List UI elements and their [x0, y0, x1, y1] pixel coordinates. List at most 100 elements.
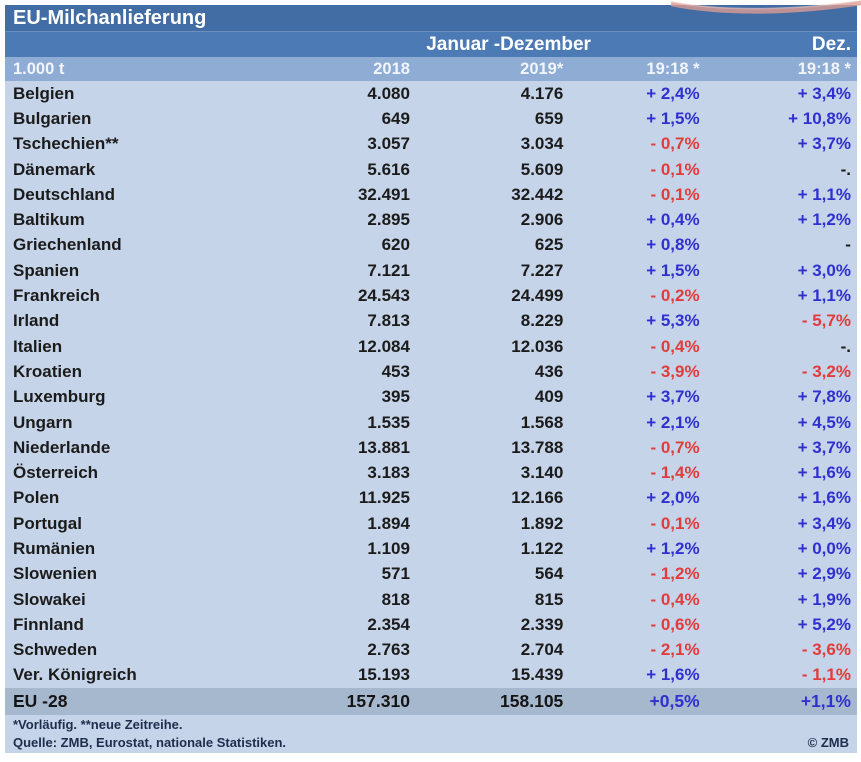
pct-dez-cell: - 1,1%: [801, 665, 851, 685]
pct-dez-cell: + 3,7%: [797, 134, 851, 154]
country-cell: Niederlande: [13, 437, 111, 457]
country-cell: Bulgarien: [13, 108, 92, 128]
table-title: EU-Milchanlieferung: [5, 5, 857, 32]
pct-dez-cell: + 1,2%: [797, 210, 851, 230]
country-cell: Österreich: [13, 463, 99, 483]
value-2018-cell: 24.543: [357, 286, 410, 306]
country-cell: Slowenien: [13, 564, 98, 584]
value-2018-cell: 3.183: [367, 463, 410, 483]
pct-jan-dez-cell: + 3,7%: [646, 387, 700, 407]
column-ratio-dez: 19:18 *: [797, 59, 851, 78]
total-2019-cell: 158.105: [500, 691, 564, 712]
table-row: Luxemburg 395 409 + 3,7% + 7,8%: [5, 384, 857, 410]
value-2018-cell: 7.121: [367, 260, 410, 280]
pct-dez-cell: + 4,5%: [797, 412, 851, 432]
table-row: Slowenien 571 564 - 1,2% + 2,9%: [5, 561, 857, 587]
pct-jan-dez-cell: + 2,0%: [646, 488, 700, 508]
dez-label: Dez.: [811, 33, 851, 55]
pct-jan-dez-cell: + 1,6%: [646, 665, 700, 685]
value-2019-cell: 625: [534, 235, 564, 255]
table-row: Niederlande 13.881 13.788 - 0,7% + 3,7%: [5, 435, 857, 461]
value-2019-cell: 564: [534, 564, 564, 584]
value-2018-cell: 2.895: [367, 210, 410, 230]
table-row: Italien 12.084 12.036 - 0,4% -.: [5, 333, 857, 360]
country-cell: Rumänien: [13, 538, 96, 558]
pct-jan-dez-cell: - 0,2%: [650, 286, 700, 306]
value-2018-cell: 1.109: [367, 538, 410, 558]
value-2019-cell: 12.036: [511, 336, 564, 356]
value-2019-cell: 409: [534, 387, 564, 407]
value-2019-cell: 2.704: [520, 640, 564, 660]
pct-dez-cell: + 7,8%: [797, 387, 851, 407]
value-2019-cell: 1.892: [520, 513, 564, 533]
pct-jan-dez-cell: + 2,1%: [646, 412, 700, 432]
table-row: Frankreich 24.543 24.499 - 0,2% + 1,1%: [5, 283, 857, 309]
table-row: Finnland 2.354 2.339 - 0,6% + 5,2%: [5, 612, 857, 638]
value-2018-cell: 2.354: [367, 614, 410, 634]
pct-jan-dez-cell: - 0,1%: [650, 513, 700, 533]
table-body: Belgien 4.080 4.176 + 2,4% + 3,4% Bulgar…: [5, 81, 857, 689]
value-2018-cell: 12.084: [357, 336, 410, 356]
pct-dez-cell: + 5,2%: [797, 614, 851, 634]
value-2018-cell: 395: [381, 387, 410, 407]
pct-dez-cell: - 3,6%: [801, 640, 851, 660]
country-cell: Belgien: [13, 83, 75, 103]
value-2018-cell: 620: [381, 235, 410, 255]
table-row: Belgien 4.080 4.176 + 2,4% + 3,4%: [5, 81, 857, 107]
total-pct-jan-dez-cell: +0,5%: [649, 691, 700, 712]
total-pct-dez-cell: +1,1%: [800, 691, 851, 712]
total-2018-cell: 157.310: [346, 691, 410, 712]
pct-dez-cell: + 3,7%: [797, 437, 851, 457]
country-cell: Portugal: [13, 513, 82, 533]
table-row: Ver. Königreich 15.193 15.439 + 1,6% - 1…: [5, 662, 857, 689]
table-row: Baltikum 2.895 2.906 + 0,4% + 1,2%: [5, 207, 857, 233]
table-row: Deutschland 32.491 32.442 - 0,1% + 1,1%: [5, 182, 857, 208]
pct-jan-dez-cell: + 1,2%: [646, 538, 700, 558]
pct-jan-dez-cell: - 0,1%: [650, 184, 700, 204]
pct-dez-cell: -: [845, 235, 851, 255]
country-cell: Deutschland: [13, 184, 116, 204]
country-cell: Finnland: [13, 614, 84, 634]
pct-dez-cell: + 10,8%: [788, 108, 851, 128]
value-2019-cell: 5.609: [520, 159, 564, 179]
value-2019-cell: 3.140: [520, 463, 564, 483]
table-row: Österreich 3.183 3.140 - 1,4% + 1,6%: [5, 460, 857, 486]
value-2018-cell: 32.491: [357, 184, 410, 204]
value-2019-cell: 24.499: [511, 286, 564, 306]
total-label-cell: EU -28: [13, 691, 68, 712]
pct-dez-cell: + 1,1%: [797, 184, 851, 204]
country-cell: Irland: [13, 311, 60, 331]
value-2019-cell: 7.227: [520, 260, 564, 280]
value-2018-cell: 453: [381, 361, 410, 381]
pct-dez-cell: + 1,6%: [797, 488, 851, 508]
value-2018-cell: 818: [381, 589, 410, 609]
period-label: Januar -Dezember: [426, 33, 591, 55]
country-cell: Polen: [13, 488, 60, 508]
table-row: Griechenland 620 625 + 0,8% -: [5, 232, 857, 259]
pct-jan-dez-cell: - 0,6%: [650, 614, 700, 634]
pct-jan-dez-cell: - 0,4%: [650, 589, 700, 609]
value-2018-cell: 571: [381, 564, 410, 584]
copyright-note: © ZMB: [807, 735, 849, 751]
table-row: Dänemark 5.616 5.609 - 0,1% -.: [5, 156, 857, 183]
table-row: Spanien 7.121 7.227 + 1,5% + 3,0%: [5, 258, 857, 284]
table-row: Bulgarien 649 659 + 1,5% + 10,8%: [5, 106, 857, 132]
value-2018-cell: 11.925: [358, 488, 410, 508]
unit-label: 1.000 t: [13, 59, 65, 78]
country-cell: Slowakei: [13, 589, 86, 609]
column-ratio-jan-dez: 19:18 *: [646, 59, 700, 78]
table-row: Kroatien 453 436 - 3,9% - 3,2%: [5, 359, 857, 385]
country-cell: Griechenland: [13, 235, 122, 255]
pct-jan-dez-cell: - 1,2%: [650, 564, 700, 584]
pct-dez-cell: + 1,6%: [797, 463, 851, 483]
pct-dez-cell: + 1,1%: [797, 286, 851, 306]
country-cell: Ver. Königreich: [13, 665, 137, 685]
value-2019-cell: 12.166: [511, 488, 564, 508]
value-2018-cell: 2.763: [367, 640, 410, 660]
country-cell: Ungarn: [13, 412, 73, 432]
value-2019-cell: 815: [534, 589, 564, 609]
country-cell: Frankreich: [13, 286, 100, 306]
pct-dez-cell: + 3,4%: [797, 513, 851, 533]
pct-dez-cell: + 1,9%: [797, 589, 851, 609]
